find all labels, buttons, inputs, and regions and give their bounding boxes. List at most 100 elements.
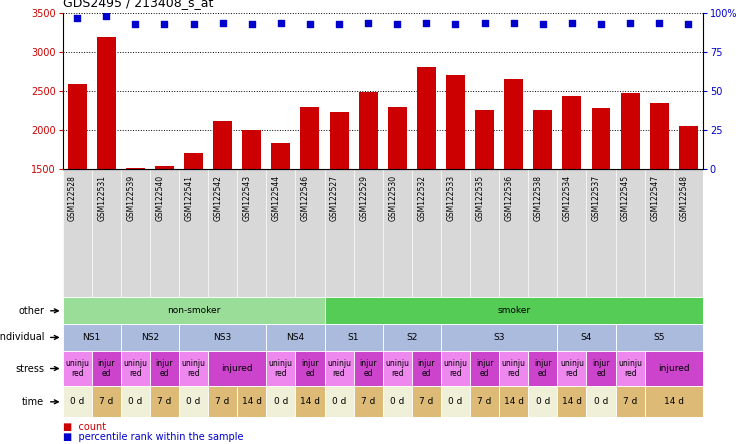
Bar: [441, 169, 470, 297]
Text: 7 d: 7 d: [361, 397, 375, 406]
Text: GSM122536: GSM122536: [505, 175, 514, 221]
Text: uninju
red: uninju red: [124, 359, 147, 378]
Text: 7 d: 7 d: [216, 397, 230, 406]
Bar: [475, 111, 494, 169]
Bar: [63, 169, 92, 297]
Point: [420, 19, 432, 26]
Bar: [499, 386, 528, 417]
Text: injured: injured: [222, 364, 253, 373]
Text: GDS2495 / 213408_s_at: GDS2495 / 213408_s_at: [63, 0, 213, 9]
Bar: [528, 169, 557, 297]
Bar: [208, 386, 237, 417]
Bar: [325, 351, 353, 386]
Bar: [615, 169, 645, 297]
Bar: [92, 351, 121, 386]
Bar: [208, 169, 237, 297]
Bar: [412, 169, 441, 297]
Bar: [592, 108, 610, 169]
Bar: [179, 386, 208, 417]
Text: uninju
red: uninju red: [65, 359, 89, 378]
Text: GSM122548: GSM122548: [679, 175, 688, 221]
Bar: [121, 386, 150, 417]
Bar: [470, 386, 499, 417]
Text: ■  percentile rank within the sample: ■ percentile rank within the sample: [63, 432, 243, 442]
Bar: [673, 169, 703, 297]
Text: GSM122543: GSM122543: [243, 175, 252, 221]
Bar: [504, 79, 523, 169]
Text: 14 d: 14 d: [300, 397, 320, 406]
Bar: [325, 169, 353, 297]
Bar: [383, 169, 412, 297]
Text: GSM122530: GSM122530: [389, 175, 397, 221]
Bar: [679, 126, 698, 169]
Bar: [92, 169, 121, 297]
Text: 7 d: 7 d: [478, 397, 492, 406]
Text: 0 d: 0 d: [70, 397, 85, 406]
Text: stress: stress: [15, 364, 44, 373]
Bar: [325, 324, 383, 351]
Text: 0 d: 0 d: [332, 397, 346, 406]
Text: GSM122537: GSM122537: [592, 175, 601, 221]
Text: NS2: NS2: [141, 333, 159, 342]
Bar: [383, 351, 412, 386]
Text: 7 d: 7 d: [623, 397, 637, 406]
Bar: [92, 386, 121, 417]
Text: injur
ed: injur ed: [476, 359, 493, 378]
Text: injur
ed: injur ed: [301, 359, 319, 378]
Bar: [557, 169, 587, 297]
Bar: [68, 84, 87, 169]
Bar: [325, 297, 703, 324]
Text: GSM122544: GSM122544: [272, 175, 281, 221]
Text: other: other: [18, 306, 44, 316]
Bar: [179, 324, 266, 351]
Text: GSM122539: GSM122539: [127, 175, 135, 221]
Point: [624, 19, 636, 26]
Text: injured: injured: [658, 364, 690, 373]
Text: NS4: NS4: [286, 333, 305, 342]
Text: injur
ed: injur ed: [417, 359, 435, 378]
Text: 0 d: 0 d: [186, 397, 201, 406]
Bar: [441, 351, 470, 386]
Bar: [383, 386, 412, 417]
Text: 7 d: 7 d: [158, 397, 171, 406]
Bar: [353, 169, 383, 297]
Text: injur
ed: injur ed: [97, 359, 115, 378]
Bar: [557, 351, 587, 386]
Bar: [383, 324, 441, 351]
Bar: [534, 110, 552, 169]
Text: GSM122538: GSM122538: [534, 175, 542, 221]
Bar: [645, 386, 703, 417]
Point: [216, 19, 228, 26]
Bar: [266, 386, 295, 417]
Text: uninju
red: uninju red: [502, 359, 526, 378]
Text: 14 d: 14 d: [241, 397, 262, 406]
Bar: [528, 386, 557, 417]
Bar: [237, 386, 266, 417]
Text: NS3: NS3: [213, 333, 232, 342]
Text: S3: S3: [493, 333, 505, 342]
Bar: [645, 351, 703, 386]
Text: GSM122527: GSM122527: [330, 175, 339, 221]
Point: [392, 21, 403, 28]
Text: injur
ed: injur ed: [359, 359, 377, 378]
Text: 0 d: 0 d: [594, 397, 608, 406]
Text: GSM122528: GSM122528: [68, 175, 77, 221]
Bar: [266, 324, 325, 351]
Bar: [184, 153, 203, 169]
Bar: [528, 351, 557, 386]
Bar: [266, 351, 295, 386]
Text: smoker: smoker: [497, 306, 530, 315]
Bar: [155, 166, 174, 169]
Bar: [499, 169, 528, 297]
Bar: [470, 169, 499, 297]
Bar: [121, 324, 179, 351]
Bar: [63, 324, 121, 351]
Bar: [446, 75, 465, 169]
Text: individual: individual: [0, 333, 44, 342]
Text: 14 d: 14 d: [664, 397, 684, 406]
Text: S4: S4: [581, 333, 592, 342]
Text: GSM122533: GSM122533: [447, 175, 456, 221]
Text: 14 d: 14 d: [562, 397, 582, 406]
Text: GSM122540: GSM122540: [155, 175, 164, 221]
Bar: [358, 92, 378, 169]
